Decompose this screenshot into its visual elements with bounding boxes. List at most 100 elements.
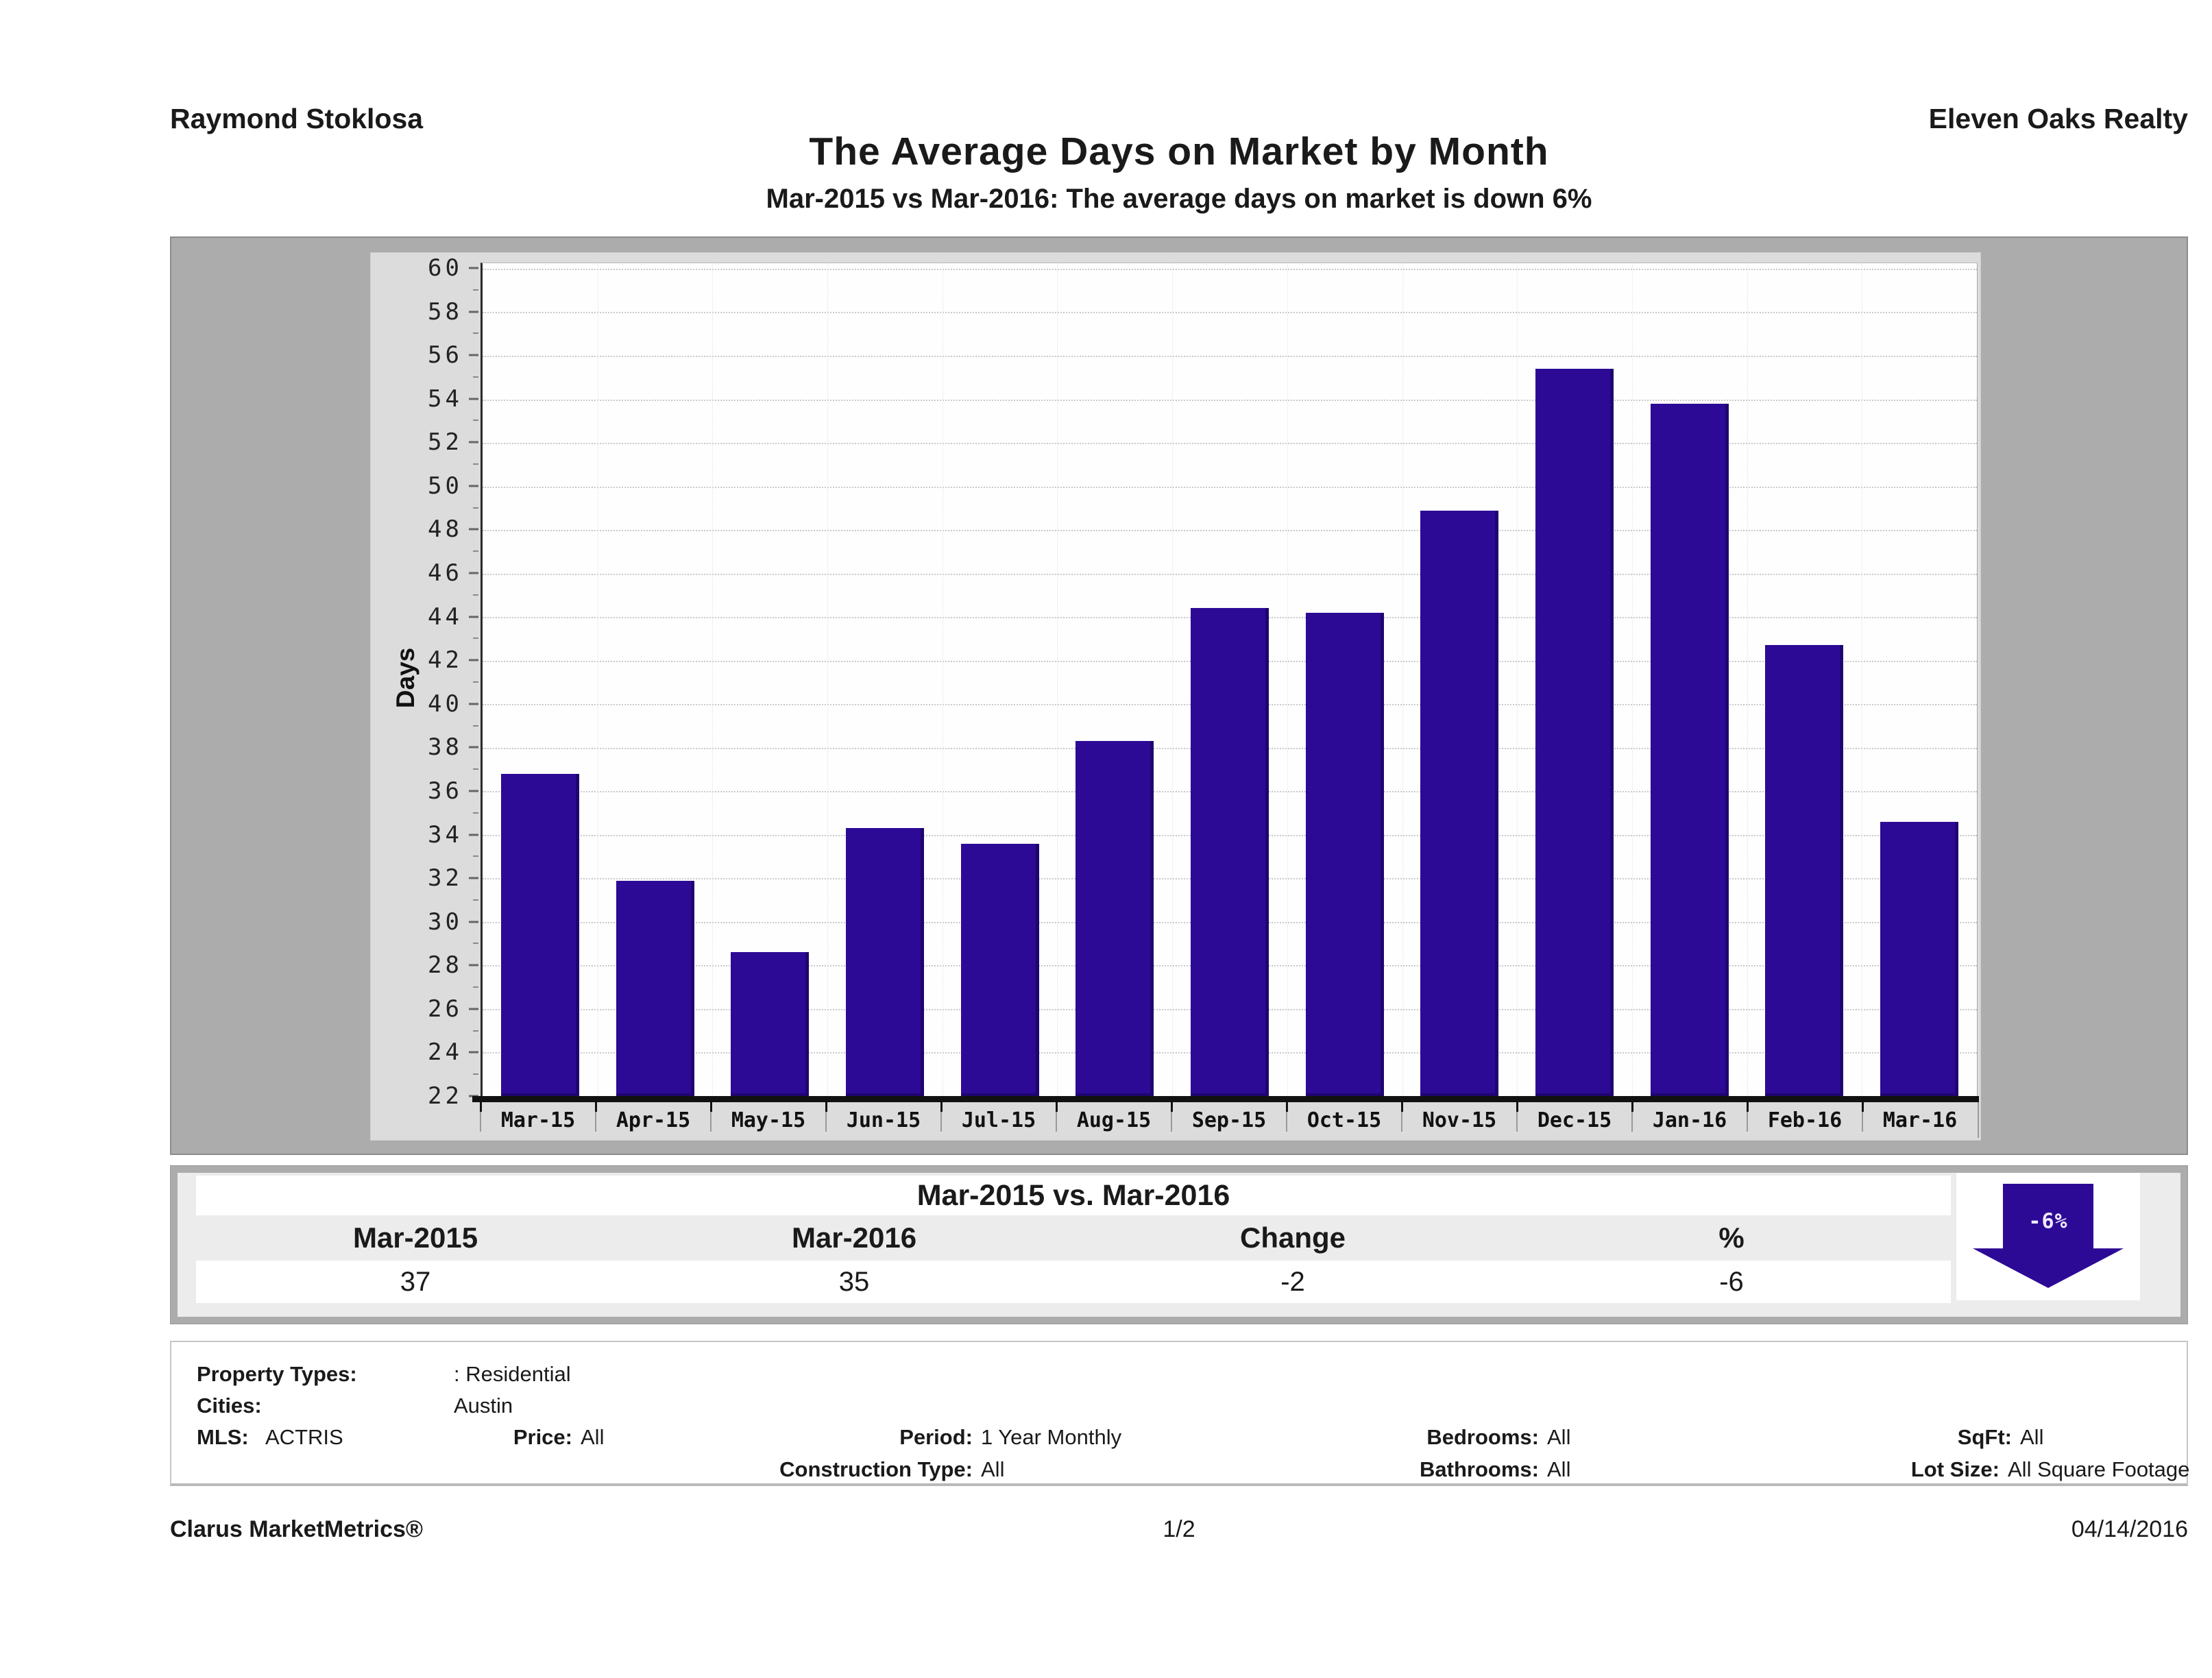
x-label-text-Aug-15: Aug-15 [1076,1108,1152,1132]
summary-panel: Mar-2015 vs. Mar-2016 Mar-2015 Mar-2016 Ch… [170,1165,2188,1324]
bar-Apr-15 [616,880,694,1096]
y-minor-tick [473,332,478,335]
x-separator [1747,1107,1748,1132]
y-major-tick [469,1008,478,1010]
v-gridline [827,263,829,1096]
bar-cell-Sep-15 [1172,263,1287,1096]
summary-panel-inner: Mar-2015 vs. Mar-2016 Mar-2015 Mar-2016 Ch… [178,1173,2180,1317]
x-axis-tick [1516,1102,1518,1112]
x-separator [595,1107,596,1132]
bar-Feb-16 [1765,645,1844,1096]
bars-container [483,263,1977,1096]
y-major-tick [469,398,478,400]
company-name: Eleven Oaks Realty [1928,103,2188,134]
x-label-text-Feb-16: Feb-16 [1767,1108,1843,1132]
y-tick-label-48: 48 [428,515,463,544]
summary-val-Mar-2015: 37 [400,1266,431,1297]
x-label-text-Mar-15: Mar-15 [500,1108,576,1132]
x-label-text-Dec-15: Dec-15 [1537,1108,1612,1132]
summary-val-Change: -2 [1280,1266,1305,1297]
sqft-field: SqFt: All [1958,1425,2044,1450]
x-label-text-Sep-15: Sep-15 [1191,1108,1267,1132]
v-gridline [1287,263,1288,1096]
bar-Oct-15 [1305,612,1384,1096]
period-value: 1 Year Monthly [981,1425,1122,1449]
sqft-value: All [2020,1425,2044,1449]
x-label-Apr-15: Apr-15 [595,1102,711,1138]
y-minor-tick [473,899,478,901]
y-minor-tick [473,420,478,422]
y-tick-label-26: 26 [428,995,463,1023]
bar-cell-Mar-16 [1862,263,1977,1096]
x-label-text-Jul-15: Jul-15 [961,1108,1036,1132]
gridline-58 [483,312,1977,314]
y-minor-tick [473,550,478,552]
footer-date: 04/14/2016 [2071,1516,2188,1542]
gridline-60 [483,268,1977,270]
x-label-text-Nov-15: Nov-15 [1422,1108,1497,1132]
x-label-Feb-16: Feb-16 [1747,1102,1862,1138]
y-major-tick [469,1051,478,1054]
y-major-tick [469,616,478,618]
y-minor-tick [473,725,478,727]
x-label-text-May-15: May-15 [731,1108,806,1132]
bar-cell-Aug-15 [1057,263,1172,1096]
criteria-panel: Property Types: : Residential Cities: Au… [170,1341,2190,1486]
bar-cell-Mar-15 [483,263,598,1096]
agent-name: Raymond Stoklosa [170,103,424,134]
y-tick-label-46: 46 [428,559,463,587]
x-label-text-Jan-16: Jan-16 [1652,1108,1727,1132]
x-label-Mar-15: Mar-15 [480,1102,596,1138]
x-axis-tick [940,1102,943,1112]
y-minor-tick [473,986,478,988]
y-tick-label-52: 52 [428,428,463,457]
x-axis-line [472,1096,1979,1102]
v-gridline [1402,263,1403,1096]
lot-size-value: All Square Footage [2008,1457,2190,1481]
summary-col-%: % [1718,1221,1745,1254]
bathrooms-field: Bathrooms: All [1420,1457,1570,1482]
x-axis-tick [710,1102,712,1112]
property-types-label: Property Types: [197,1362,357,1386]
gridline-56 [483,355,1977,357]
page-footer: Clarus MarketMetrics® 1/2 04/14/2016 [170,1516,2188,1552]
x-separator [825,1107,827,1132]
y-tick-label-32: 32 [428,864,463,892]
y-minor-tick [473,376,478,378]
y-major-tick [469,528,478,531]
bar-Aug-15 [1075,741,1154,1096]
y-minor-tick [473,1073,478,1075]
gridline-54 [483,399,1977,401]
x-label-Nov-15: Nov-15 [1401,1102,1517,1138]
v-gridline [1517,263,1518,1096]
gridline-52 [483,443,1977,445]
plot-area [481,263,1978,1096]
sqft-label: SqFt: [1957,1425,2012,1449]
summary-title: Mar-2015 vs. Mar-2016 [196,1176,1951,1215]
y-major-tick [469,964,478,966]
x-label-text-Mar-16: Mar-16 [1882,1108,1958,1132]
bar-Sep-15 [1190,608,1269,1096]
bar-cell-May-15 [712,263,827,1096]
y-tick-label-30: 30 [428,908,463,936]
cities-label: Cities: [197,1394,262,1418]
x-axis-tick [480,1102,482,1112]
y-tick-label-60: 60 [428,254,463,282]
x-axis-tick [1862,1102,1864,1112]
v-gridline [1172,263,1174,1096]
gridline-48 [483,530,1977,532]
bar-cell-Feb-16 [1747,263,1862,1096]
y-minor-tick [473,507,478,509]
summary-value-row: 37 35 -2 -6 [196,1261,1951,1303]
construction-type-label: Construction Type: [779,1457,973,1481]
y-minor-tick [473,768,478,770]
mls-label: MLS: [197,1425,249,1449]
x-separator [1171,1107,1172,1132]
x-axis-tick [1171,1102,1173,1112]
price-label: Price: [513,1425,572,1449]
x-label-text-Apr-15: Apr-15 [616,1108,691,1132]
y-major-tick [469,354,478,356]
x-label-text-Oct-15: Oct-15 [1306,1108,1382,1132]
y-tick-label-34: 34 [428,820,463,849]
